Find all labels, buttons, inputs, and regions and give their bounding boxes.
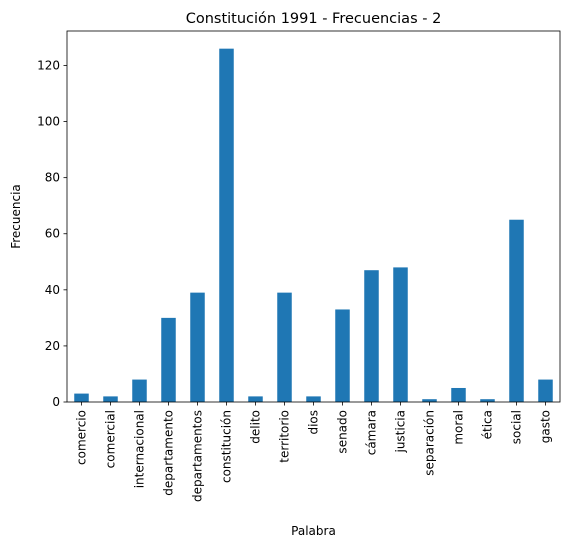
y-tick-label: 100 (37, 115, 60, 129)
axes-group: 0 20 40 60 80 100 120 comercio comercial internac… (37, 30, 561, 502)
y-tick-label: 60 (45, 227, 60, 241)
x-tick-label: senado (336, 410, 350, 454)
bar-comercial (103, 396, 118, 402)
y-axis-title: Frecuencia (9, 184, 23, 249)
y-tick-label: 0 (52, 395, 60, 409)
bar-comercio (74, 393, 89, 402)
bar-dios (306, 396, 321, 402)
y-tick-label: 80 (45, 171, 60, 185)
x-tick-label: justicia (394, 410, 408, 454)
bar-internacional (132, 379, 147, 402)
bar-ética (480, 399, 495, 402)
x-tick-label: internacional (133, 410, 147, 488)
x-tick-label: moral (452, 410, 466, 445)
x-tick-label: departamentos (191, 410, 205, 502)
x-tick-label: gasto (539, 410, 553, 443)
x-tick-label: comercial (104, 410, 118, 468)
plot-frame (66, 30, 561, 403)
x-tick-label: territorio (278, 410, 292, 463)
x-tick-label: dios (307, 410, 321, 435)
x-tick-label: social (510, 410, 524, 444)
x-tick-label: ética (481, 410, 495, 439)
bar-delito (248, 396, 263, 402)
bar-departamento (161, 317, 176, 402)
bar-constitución (219, 48, 234, 403)
x-axis-title: Palabra (291, 524, 336, 538)
x-tick-label: separación (423, 410, 437, 476)
bar-territorio (277, 292, 292, 402)
y-tick-label: 40 (45, 283, 60, 297)
x-tick-label: comercio (75, 410, 89, 465)
chart-title: Constitución 1991 - Frecuencias - 2 (186, 11, 442, 27)
y-tick-label: 120 (37, 58, 60, 72)
y-tick-label: 20 (45, 339, 60, 353)
x-tick-label: departamento (162, 410, 176, 496)
bar-senado (335, 309, 350, 402)
bar-social (509, 219, 524, 402)
x-tick-label: cámara (365, 410, 379, 455)
bar-justicia (393, 267, 408, 402)
bar-departamentos (190, 292, 205, 402)
bar-cámara (364, 270, 379, 402)
bar-gasto (538, 379, 553, 402)
bar-moral (451, 387, 466, 402)
bar-separación (422, 399, 437, 402)
x-tick-label: constitución (220, 410, 234, 483)
bars-group (74, 48, 553, 403)
x-tick-label: delito (249, 410, 263, 444)
